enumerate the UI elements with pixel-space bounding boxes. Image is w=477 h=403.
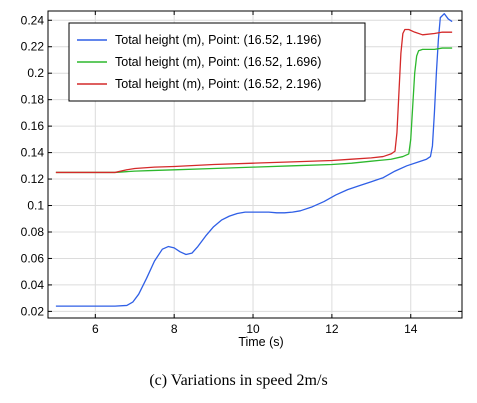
y-tick-label: 0.02 xyxy=(21,304,45,318)
y-tick-label: 0.08 xyxy=(21,225,45,239)
legend-label: Total height (m), Point: (16.52, 2.196) xyxy=(115,77,321,91)
y-axis: 0.02 0.04 0.06 0.08 0.1 0.12 0.14 0.16 0.18 0.2 0.… xyxy=(21,13,462,318)
y-tick-label: 0.14 xyxy=(21,146,45,160)
x-tick-label: 8 xyxy=(171,322,178,336)
figure-caption: (c) Variations in speed 2m/s xyxy=(149,372,328,389)
legend-box xyxy=(68,22,366,102)
y-tick-label: 0.16 xyxy=(21,119,45,133)
x-tick-label: 12 xyxy=(325,322,339,336)
y-tick-label: 0.18 xyxy=(21,93,45,107)
legend: Total height (m), Point: (16.52, 1.196) T… xyxy=(68,22,366,102)
y-tick-label: 0.04 xyxy=(21,278,45,292)
series-line-1 xyxy=(55,13,453,307)
series-lines xyxy=(55,13,453,307)
x-tick-label: 14 xyxy=(404,322,418,336)
x-axis-label: Time (s) xyxy=(238,335,283,349)
series-line-3 xyxy=(55,28,453,174)
y-tick-label: 0.24 xyxy=(21,13,45,27)
y-tick-label: 0.06 xyxy=(21,251,45,265)
legend-label: Total height (m), Point: (16.52, 1.196) xyxy=(115,33,321,47)
plot-frame xyxy=(47,10,463,319)
y-tick-label: 0.12 xyxy=(21,172,45,186)
legend-label: Total height (m), Point: (16.52, 1.696) xyxy=(115,55,321,69)
x-tick-label: 10 xyxy=(246,322,260,336)
y-tick-label: 0.22 xyxy=(21,40,45,54)
y-tick-label: 0.1 xyxy=(27,199,44,213)
x-axis: 6 8 10 12 14 xyxy=(92,11,418,336)
series-line-2 xyxy=(55,47,453,174)
x-tick-label: 6 xyxy=(92,322,99,336)
y-tick-label: 0.2 xyxy=(27,66,44,80)
